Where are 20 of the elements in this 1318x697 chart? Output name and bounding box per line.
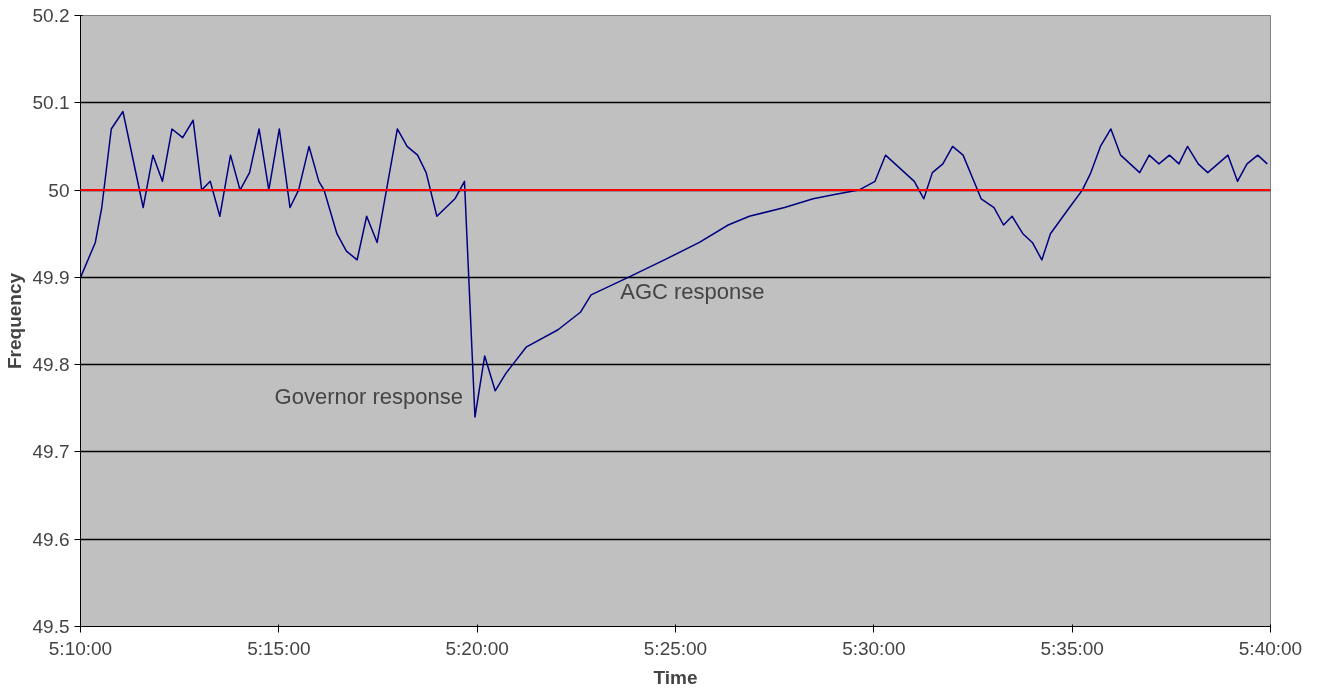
y-tick-label: 49.6 — [32, 528, 70, 550]
x-tick-label: 5:25:00 — [643, 637, 708, 659]
x-tick-label: 5:10:00 — [48, 637, 113, 659]
y-tick-label: 50.1 — [32, 92, 70, 114]
annotation: AGC response — [620, 278, 765, 304]
x-axis-title: Time — [653, 666, 698, 688]
y-tick-label: 49.5 — [32, 616, 70, 637]
x-tick-label: 5:15:00 — [247, 637, 311, 659]
annotation: Governor response — [274, 384, 463, 410]
y-tick-label: 49.9 — [32, 266, 70, 288]
line-series — [80, 110, 1268, 418]
x-tick-label: 5:40:00 — [1238, 637, 1303, 659]
x-tick-label: 5:35:00 — [1040, 637, 1104, 659]
x-tick-label: 5:20:00 — [445, 637, 509, 659]
y-tick-label: 49.7 — [32, 441, 70, 463]
y-tick-label: 49.8 — [32, 354, 70, 376]
y-tick-label: 50 — [48, 179, 70, 201]
y-axis-title: Frequency — [3, 272, 25, 370]
y-tick-label: 50.2 — [32, 5, 70, 26]
x-tick-label: 5:30:00 — [842, 637, 906, 659]
